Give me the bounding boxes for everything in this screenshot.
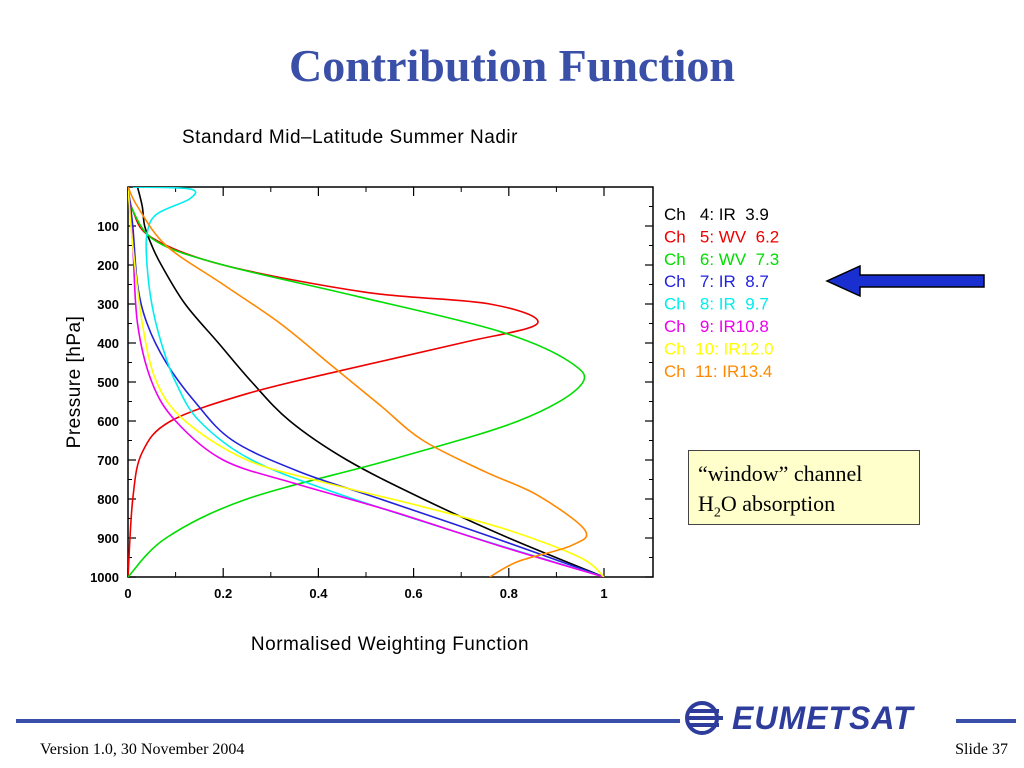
x-tick-label: 0 (124, 586, 131, 601)
series-line-4 (136, 187, 605, 577)
legend-entry: Ch 4: IR 3.9 (664, 205, 769, 224)
x-axis-label: Normalised Weighting Function (251, 634, 529, 655)
y-tick-label: 100 (97, 219, 119, 234)
x-tick-label: 1 (600, 586, 607, 601)
chart-title: Standard Mid–Latitude Summer Nadir (182, 127, 518, 148)
y-tick-label: 400 (97, 336, 119, 351)
x-tick-label: 0.4 (309, 586, 328, 601)
annotation-line1: “window” channel (698, 461, 863, 486)
x-tick-label: 0.8 (500, 586, 518, 601)
legend-entry: Ch 6: WV 7.3 (664, 250, 779, 269)
plot-frame (127, 186, 654, 578)
series-line-11 (128, 187, 588, 577)
legend-entry: Ch 10: IR12.0 (664, 339, 774, 358)
footer-line-left (16, 719, 680, 723)
series-line-9 (128, 187, 605, 577)
legend-entry: Ch 11: IR13.4 (664, 362, 772, 381)
y-axis-label: Pressure [hPa] (64, 316, 85, 449)
eumetsat-globe-icon (685, 701, 723, 735)
series-line-10 (128, 187, 605, 577)
legend-entry: Ch 8: IR 9.7 (664, 295, 769, 314)
y-tick-label: 700 (97, 453, 119, 468)
eumetsat-logo: EUMETSAT (680, 698, 960, 738)
slide-title: Contribution Function (288, 40, 736, 91)
y-tick-label: 800 (97, 492, 119, 507)
x-tick-label: 0.6 (405, 586, 423, 601)
x-tick-label: 0.2 (214, 586, 232, 601)
y-tick-label: 500 (97, 375, 119, 390)
logo-text: EUMETSAT (732, 700, 914, 736)
pointer-arrow-icon (825, 264, 985, 298)
annotation-line2-pre: H (698, 491, 714, 516)
y-tick-label: 1000 (90, 570, 119, 585)
legend-entry: Ch 5: WV 6.2 (664, 227, 779, 246)
legend-entry: Ch 9: IR10.8 (664, 317, 769, 336)
y-tick-label: 900 (97, 531, 119, 546)
footer-version: Version 1.0, 30 November 2004 (40, 741, 245, 758)
annotation-box: “window” channel H2O absorption (688, 450, 920, 525)
annotation-line2-post: O absorption (720, 491, 836, 516)
series-line-6 (128, 187, 586, 577)
footer-line-right (956, 719, 1016, 723)
y-tick-label: 200 (97, 258, 119, 273)
series-line-5 (128, 187, 539, 577)
annotation-line2: H2O absorption (698, 489, 919, 528)
y-tick-label: 600 (97, 414, 119, 429)
y-tick-label: 300 (97, 297, 119, 312)
annotation-line2-sub: 2 (713, 505, 721, 521)
series-line-8 (132, 187, 605, 577)
footer-slide-number: Slide 37 (955, 741, 1008, 758)
legend-entry: Ch 7: IR 8.7 (664, 272, 769, 291)
